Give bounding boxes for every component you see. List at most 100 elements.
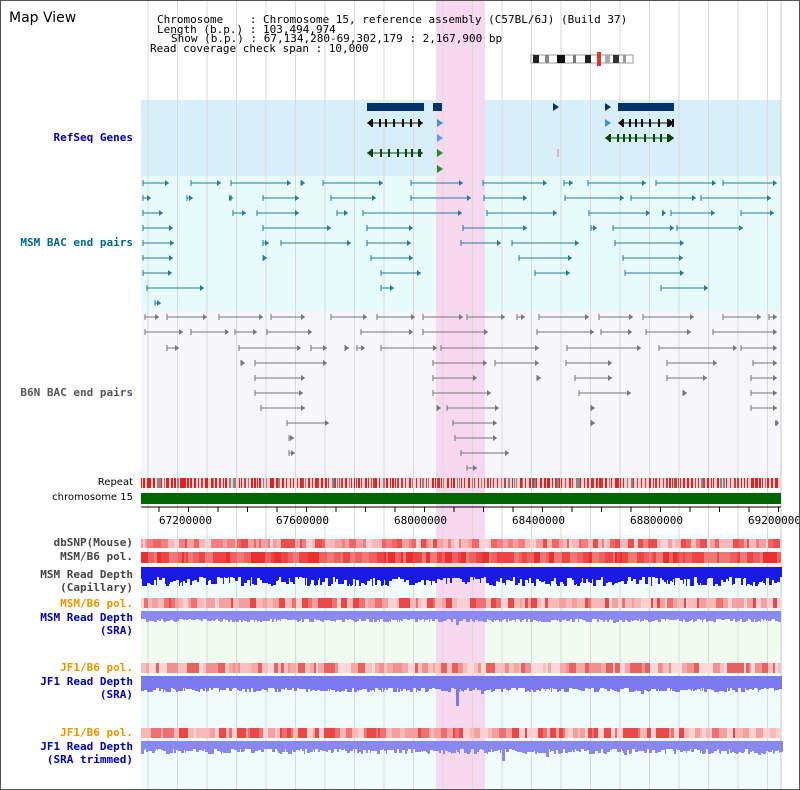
depth-bar — [310, 741, 313, 752]
chromosome-ideogram[interactable] — [530, 52, 634, 66]
depth-bar — [662, 611, 665, 619]
depth-bar — [720, 741, 721, 754]
heat-cell — [651, 552, 653, 563]
heat-cell — [682, 663, 685, 673]
b6n-bac-pair-end — [473, 465, 477, 471]
repeat-element — [379, 478, 380, 488]
repeat-element — [578, 478, 580, 488]
heat-cell — [343, 552, 350, 563]
depth-bar — [687, 567, 690, 579]
depth-bar — [732, 567, 733, 585]
heat-cell — [263, 728, 266, 738]
depth-bar — [595, 741, 598, 751]
b6n-bac-pair-end — [323, 360, 327, 366]
msm-bac-pair-end — [407, 240, 411, 246]
repeat-element — [599, 478, 601, 488]
jf1-read-trimmed-label: JF1 Read Depth — [40, 740, 133, 753]
depth-bar — [486, 567, 489, 583]
msm-bac-pair-end — [553, 210, 557, 216]
heat-cell — [762, 663, 768, 673]
heat-cell — [683, 552, 685, 563]
depth-bar — [645, 611, 648, 620]
depth-bar — [702, 741, 705, 754]
depth-bar — [765, 567, 766, 585]
repeat-element — [587, 478, 589, 488]
depth-bar — [617, 676, 620, 692]
exon — [667, 134, 669, 142]
strand-arrow — [618, 103, 623, 111]
depth-bar — [491, 741, 492, 749]
depth-bar — [207, 611, 209, 621]
depth-bar — [317, 676, 320, 690]
depth-bar — [704, 567, 707, 585]
repeat-element — [601, 478, 603, 488]
refseq-genes-track[interactable] — [367, 103, 674, 173]
depth-bar — [578, 611, 579, 622]
depth-bar — [757, 741, 758, 753]
axis-tick-label: 69200000 — [748, 514, 800, 527]
heat-cell — [543, 539, 547, 548]
depth-bar — [753, 567, 755, 582]
depth-bar — [249, 676, 251, 692]
depth-bar — [599, 611, 600, 619]
b6n-bac-track[interactable] — [144, 314, 779, 471]
heat-cell — [706, 663, 710, 673]
heat-cell — [753, 598, 756, 608]
heat-cell — [641, 598, 648, 608]
heat-cell — [546, 552, 549, 563]
depth-bar — [771, 611, 772, 620]
heat-cell — [743, 728, 749, 738]
heat-cell — [164, 663, 167, 673]
depth-bar — [435, 676, 437, 689]
heat-cell — [157, 728, 161, 738]
depth-bar — [592, 567, 593, 579]
depth-bar — [734, 741, 736, 753]
depth-bar — [163, 741, 166, 751]
depth-bar — [150, 676, 153, 692]
repeat-element — [341, 478, 343, 488]
msm-bac-pair-end — [417, 270, 421, 276]
depth-bar — [547, 567, 550, 584]
depth-bar — [713, 611, 716, 622]
heat-cell — [481, 598, 486, 608]
depth-bar — [517, 741, 519, 752]
b6n-bac-pair-end — [773, 329, 777, 335]
heat-cell — [319, 552, 323, 563]
msm-bac-label: MSM BAC end pairs — [20, 236, 133, 249]
heat-cell — [747, 598, 753, 608]
strand-arrow — [669, 103, 674, 111]
depth-bar — [692, 676, 693, 689]
depth-bar — [680, 567, 683, 580]
depth-bar — [398, 567, 400, 577]
heat-cell — [467, 663, 474, 673]
heat-cell — [684, 728, 686, 738]
msm-bac-track[interactable] — [142, 180, 777, 306]
b6n-bac-pair-end — [703, 375, 707, 381]
repeat-element — [233, 478, 235, 488]
heat-cell — [445, 552, 452, 563]
heat-cell — [423, 728, 429, 738]
repeat-element — [219, 478, 221, 488]
heat-cell — [609, 598, 612, 608]
depth-bar — [394, 741, 397, 753]
depth-bar — [656, 676, 658, 691]
heat-cell — [681, 539, 686, 548]
heat-cell — [719, 539, 724, 548]
repeat-element — [345, 478, 347, 488]
depth-bar — [335, 676, 336, 692]
depth-bar — [418, 611, 419, 619]
depth-bar — [217, 567, 220, 577]
heat-cell — [746, 663, 749, 673]
depth-bar — [168, 741, 170, 754]
msm-b6-pol2-label: MSM/B6 pol. — [60, 597, 133, 610]
depth-bar — [693, 611, 695, 622]
depth-bar — [726, 567, 728, 579]
depth-bar — [459, 676, 460, 692]
msm-bac-pair-end — [165, 180, 169, 186]
depth-bar — [505, 567, 506, 585]
depth-bar — [363, 741, 366, 750]
heat-cell — [572, 598, 577, 608]
b6n-bac-pair-end — [773, 345, 777, 351]
depth-bar — [299, 676, 300, 689]
